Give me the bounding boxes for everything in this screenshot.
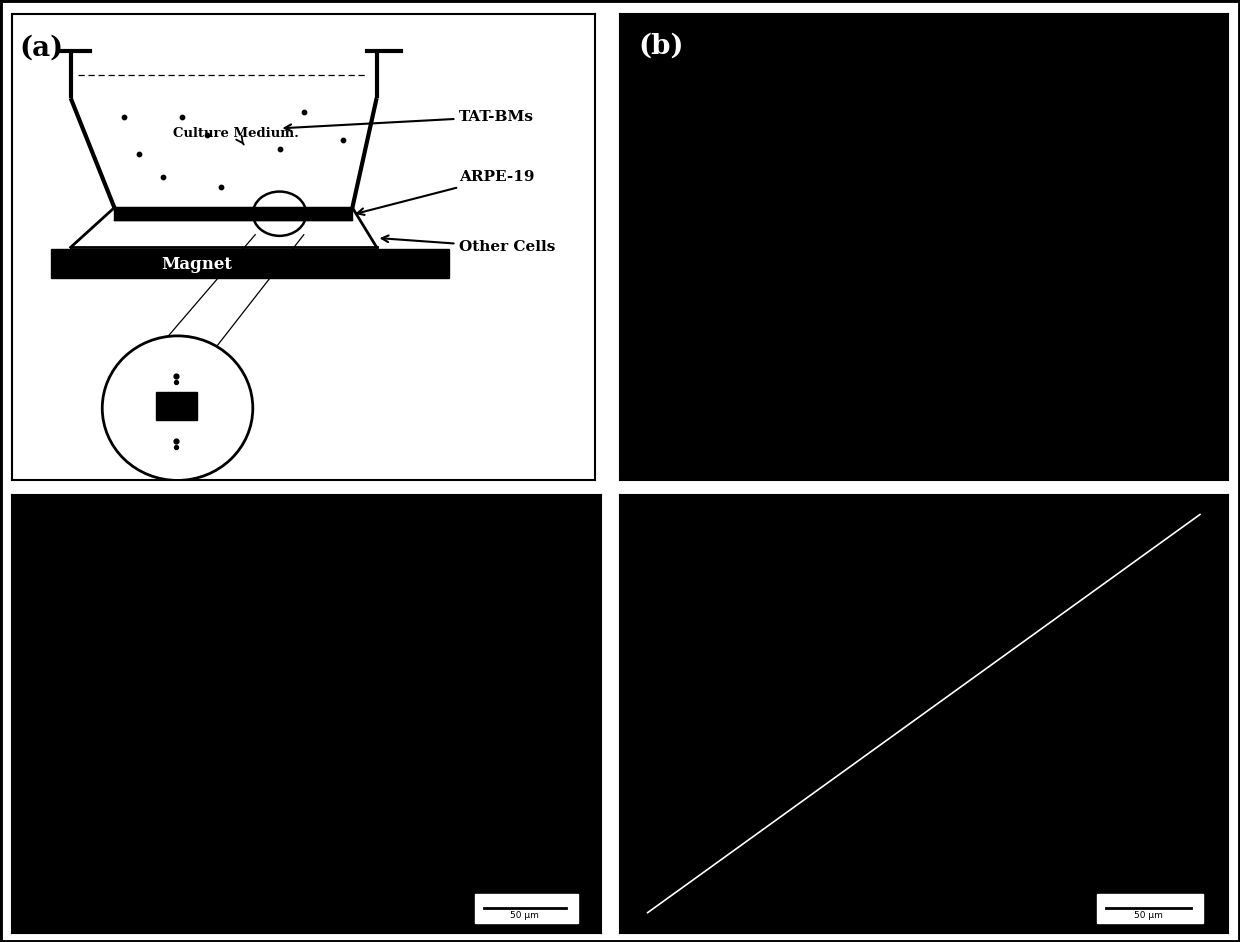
- Bar: [156, 392, 197, 420]
- Point: [129, 147, 149, 162]
- Point: [114, 109, 134, 124]
- Point: [166, 368, 186, 383]
- Point: [294, 105, 314, 120]
- Text: (a): (a): [20, 35, 63, 62]
- Point: [332, 133, 352, 148]
- Point: [153, 170, 172, 185]
- Text: Other Cells: Other Cells: [382, 236, 556, 254]
- Circle shape: [102, 336, 253, 480]
- Point: [197, 128, 217, 143]
- FancyBboxPatch shape: [475, 895, 578, 923]
- Point: [211, 179, 231, 194]
- Text: ARPE-19: ARPE-19: [357, 171, 534, 215]
- Point: [269, 142, 289, 157]
- FancyBboxPatch shape: [1097, 895, 1203, 923]
- Text: Magnet: Magnet: [161, 256, 232, 273]
- Text: Culture Medium.: Culture Medium.: [172, 126, 299, 144]
- Bar: [114, 207, 352, 220]
- Point: [166, 433, 186, 448]
- Point: [166, 439, 186, 454]
- Text: (b): (b): [639, 33, 683, 59]
- Bar: [51, 249, 449, 278]
- Text: 50 μm: 50 μm: [511, 912, 539, 920]
- Point: [172, 109, 192, 124]
- Text: TAT-BMs: TAT-BMs: [285, 109, 534, 131]
- Point: [166, 375, 186, 390]
- Text: 50 μm: 50 μm: [1135, 912, 1163, 920]
